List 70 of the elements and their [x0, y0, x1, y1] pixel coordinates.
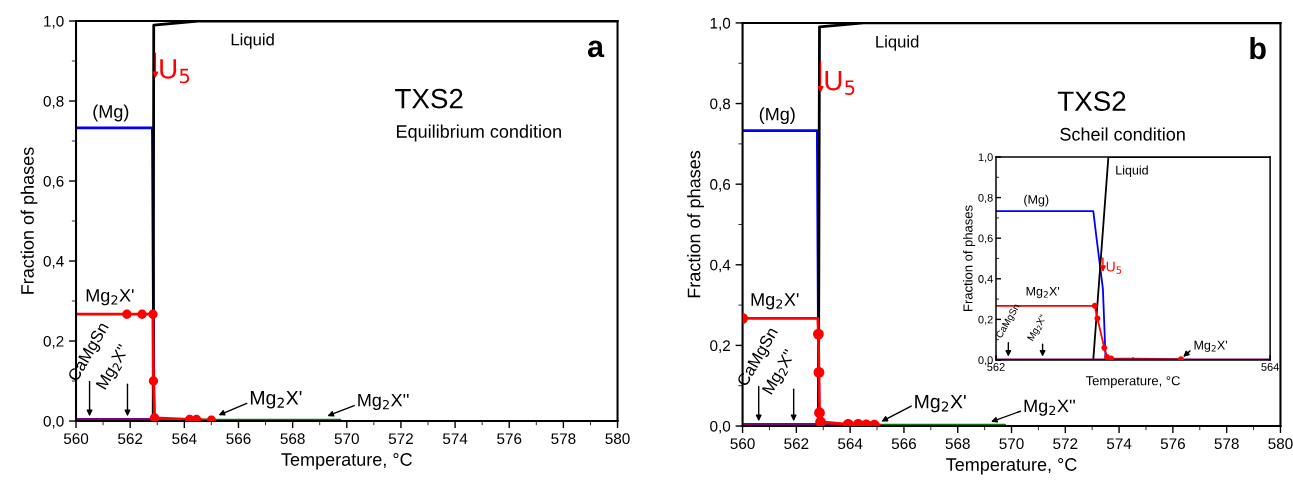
annotation: Mg$_{2}$X'' — [1027, 314, 1049, 342]
x-tick-label: 566 — [891, 438, 917, 450]
y-tick-label: 0,2 — [43, 335, 64, 349]
annotation: Mg$_{2}$X' — [1194, 340, 1228, 353]
y-tick-label: 0,6 — [978, 234, 993, 244]
y-tick-label: 0,8 — [710, 98, 731, 112]
x-axis-title: Temperature, °C — [946, 458, 1077, 475]
x-tick-label: 560 — [63, 433, 89, 445]
y-tick-label: 0,0 — [43, 415, 64, 429]
annotation: Liquid — [231, 33, 274, 49]
annotation: Mg$_{2}$X' — [86, 289, 134, 306]
y-tick-label: 1,0 — [978, 153, 993, 163]
y-tick-label: 1,0 — [710, 17, 731, 31]
annotation: Mg$_{2}$X' — [1026, 286, 1060, 299]
y-tick-label: 0,4 — [43, 255, 64, 269]
annotation: Mg$_{2}$X' — [250, 391, 302, 409]
annotation: Liquid — [1116, 165, 1148, 178]
x-tick-label: 562 — [784, 438, 809, 450]
annotation: Mg$_{2}$X'' — [358, 393, 409, 411]
x-tick-label: 574 — [1106, 438, 1132, 450]
x-tick-label: 580 — [1268, 438, 1293, 450]
y-tick-label: 0,8 — [43, 95, 64, 109]
x-axis-title: Temperature, °C — [281, 453, 412, 470]
annotation: TXS2 — [1057, 91, 1126, 112]
annotation: U$_{5}$ — [160, 59, 190, 84]
annotation: Liquid — [876, 35, 919, 51]
annotation: (Mg) — [759, 107, 795, 125]
x-tick-label: 568 — [945, 438, 970, 450]
x-axis-title: Temperature, °C — [1085, 376, 1180, 388]
annotation: U$_{5}$ — [825, 71, 855, 95]
annotation: (Mg) — [1024, 194, 1049, 207]
x-tick-label: 564 — [172, 433, 197, 445]
x-tick-label: 568 — [280, 433, 305, 445]
x-tick-label: 572 — [388, 433, 413, 445]
x-tick-label: 570 — [999, 438, 1024, 450]
annotation: U$_{5}$ — [1106, 261, 1122, 274]
annotation: Equilibrium condition — [397, 124, 561, 142]
x-tick-label: 574 — [442, 433, 468, 445]
x-tick-label: 572 — [1053, 438, 1078, 450]
y-tick-label: 0,8 — [978, 193, 993, 203]
y-tick-label: 0,2 — [710, 340, 730, 353]
y-tick-label: 0,2 — [978, 315, 993, 325]
x-tick-label: 576 — [497, 433, 522, 445]
x-tick-label: 564 — [1261, 363, 1279, 371]
annotation: a — [587, 40, 605, 58]
annotation: Mg$_{2}$X' — [751, 293, 799, 310]
x-tick-label: 578 — [551, 433, 576, 445]
annotation: Scheil condition — [1060, 127, 1185, 141]
y-tick-label: 0,6 — [43, 175, 64, 189]
x-tick-label: 570 — [334, 433, 359, 445]
x-tick-label: 576 — [1160, 438, 1185, 450]
x-tick-label: 580 — [605, 433, 630, 445]
y-axis-title: Fraction of phases — [20, 147, 38, 294]
y-axis-title: Fraction of phases — [963, 205, 976, 311]
y-tick-label: 0,4 — [978, 275, 993, 285]
annotation: TXS2 — [395, 88, 463, 109]
x-tick-label: 564 — [838, 438, 863, 450]
x-tick-label: 578 — [1214, 438, 1239, 450]
x-tick-label: 562 — [118, 433, 143, 445]
y-tick-label: 0,6 — [710, 179, 731, 192]
y-tick-label: 1,0 — [44, 15, 64, 29]
annotation: Mg$_{2}$X'' — [1024, 399, 1075, 416]
annotation: Mg$_{2}$X' — [915, 394, 966, 413]
y-axis-title: Fraction of phases — [687, 150, 704, 298]
annotation: b — [1250, 36, 1266, 60]
x-tick-label: 560 — [730, 438, 755, 450]
y-tick-label: 0,0 — [710, 420, 731, 434]
y-tick-label: 0,4 — [710, 259, 731, 273]
x-tick-label: 566 — [226, 433, 251, 445]
annotation: (Mg) — [93, 104, 129, 122]
